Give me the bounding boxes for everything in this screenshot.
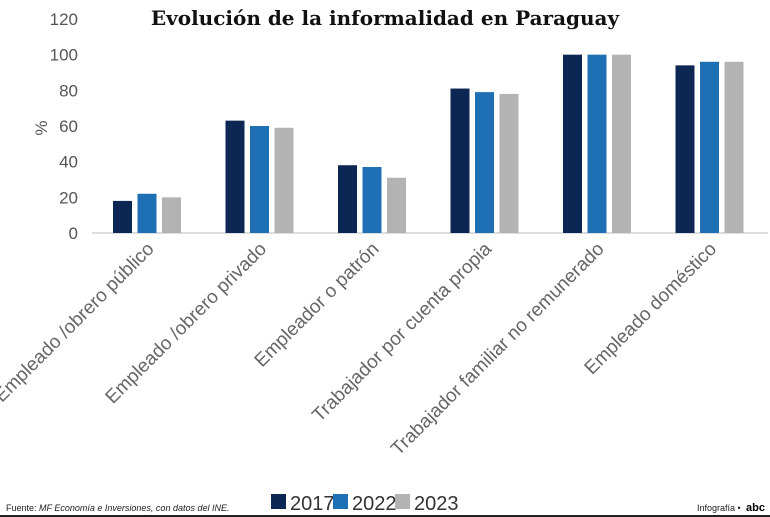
bar-2022: [250, 126, 269, 233]
bar-2017: [675, 65, 695, 233]
bottom-border: [0, 515, 770, 517]
legend-swatch-2022: [333, 494, 348, 509]
y-axis-label: %: [32, 120, 51, 135]
source-label: Fuente:: [6, 503, 37, 513]
category-label: Empleador o patrón: [251, 239, 384, 372]
legend-swatch-2023: [395, 494, 410, 509]
bar-2022: [700, 61, 719, 233]
legend-label: 2023: [414, 493, 459, 515]
category-label: Trabajador familiar no remunerado: [387, 239, 608, 460]
bar-2022: [137, 193, 157, 233]
bar-2017: [338, 165, 357, 233]
bar-2022: [587, 54, 607, 233]
bar-2017: [225, 120, 245, 233]
bar-2017: [563, 54, 582, 233]
legend-label: 2022: [352, 493, 397, 515]
source: Fuente: MF Economía e Inversiones, con d…: [6, 503, 229, 513]
bar-2023: [387, 177, 406, 233]
bar-2017: [450, 88, 470, 233]
bar-2023: [612, 54, 631, 233]
bar-2023: [724, 61, 744, 233]
source-text: MF Economía e Inversiones, con datos del…: [39, 503, 229, 513]
bar-2022: [475, 92, 494, 233]
y-tick-label: 40: [59, 153, 78, 172]
legend-swatch-2017: [271, 494, 286, 509]
category-label: Trabajador por cuenta propia: [308, 238, 496, 426]
y-tick-label: 0: [69, 224, 78, 243]
bar-2023: [499, 93, 519, 234]
legend-label: 2017: [290, 493, 335, 515]
bar-2017: [113, 200, 132, 233]
abc-logo: abc: [746, 502, 765, 514]
bar-2023: [162, 197, 181, 233]
y-tick-label: 20: [59, 188, 78, 207]
y-tick-label: 60: [59, 117, 78, 136]
bar-2022: [362, 167, 382, 233]
chart-title: Evolución de la informalidad en Paraguay: [151, 6, 621, 30]
y-tick-label: 100: [50, 46, 78, 65]
y-tick-label: 80: [59, 81, 78, 100]
bar-2023: [274, 127, 294, 233]
y-tick-label: 120: [50, 10, 78, 29]
credit: Infografía •: [697, 503, 741, 513]
